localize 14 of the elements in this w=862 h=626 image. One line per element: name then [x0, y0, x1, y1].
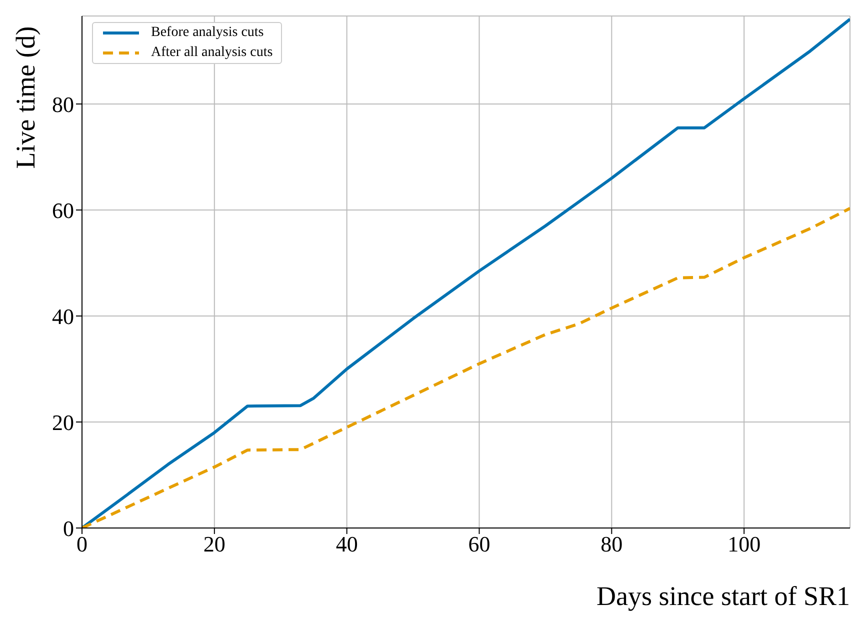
y-tick-label: 80	[52, 92, 74, 117]
y-tick-label: 0	[63, 516, 74, 541]
y-tick-label: 60	[52, 198, 74, 223]
legend-label: After all analysis cuts	[151, 45, 273, 61]
x-tick-label: 100	[728, 532, 761, 557]
x-tick-label: 40	[336, 532, 358, 557]
x-tick-label: 60	[468, 532, 490, 557]
legend-label: Before analysis cuts	[151, 25, 264, 41]
x-tick-label: 80	[600, 532, 623, 557]
x-axis-title: Days since start of SR1	[596, 581, 850, 612]
y-tick-label: 20	[52, 410, 74, 435]
y-axis-title: Live time (d)	[10, 25, 42, 171]
x-tick-label: 20	[203, 532, 226, 557]
y-tick-label: 40	[52, 304, 74, 329]
